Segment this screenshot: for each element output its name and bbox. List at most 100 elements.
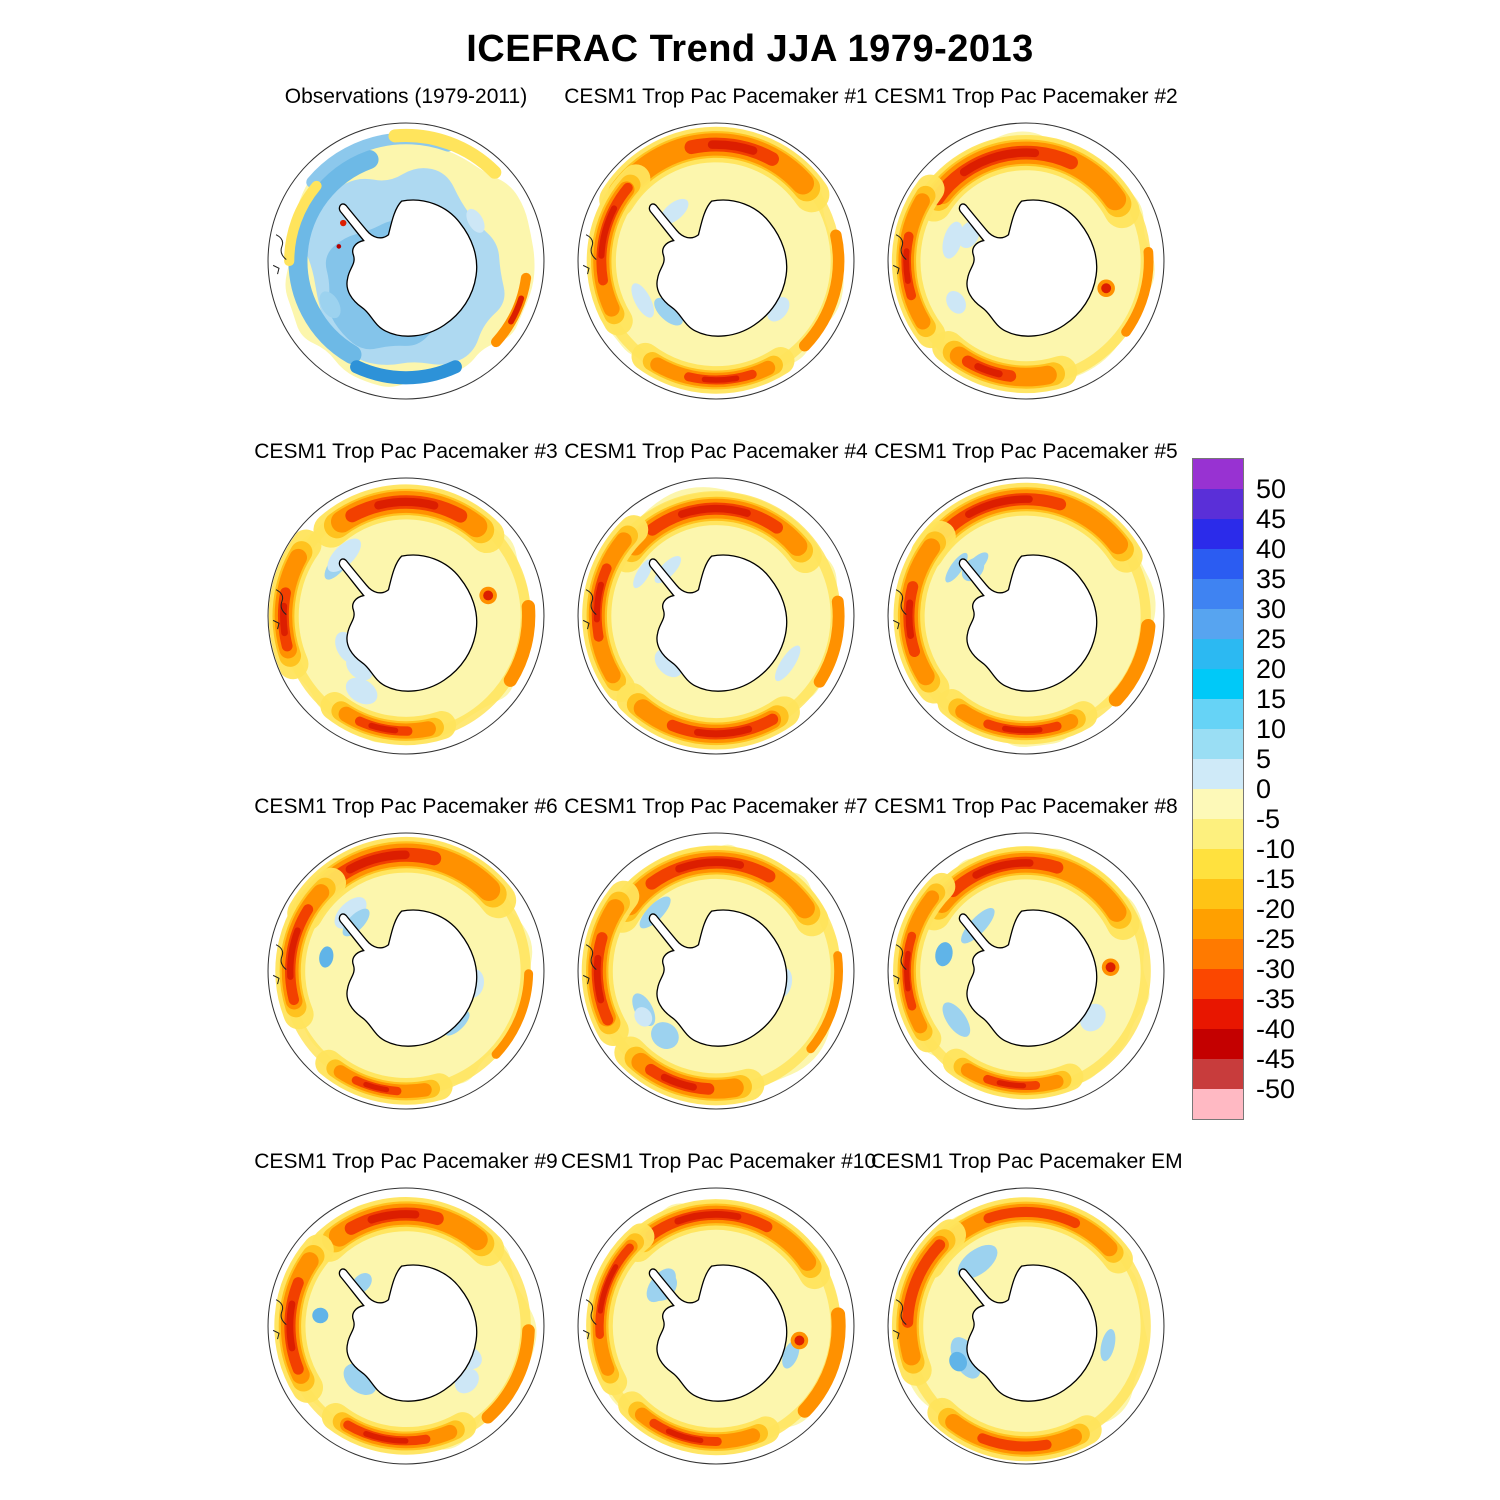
ice-trend-field xyxy=(272,128,535,387)
antarctic-map xyxy=(267,477,545,755)
panel-pacemaker-2: CESM1 Trop Pac Pacemaker #2 xyxy=(871,85,1181,407)
panel-title: CESM1 Trop Pac Pacemaker #2 xyxy=(874,85,1178,108)
panel-title: CESM1 Trop Pac Pacemaker #8 xyxy=(874,795,1178,818)
antarctica-continent xyxy=(958,1264,1098,1402)
panel-pacemaker-7: CESM1 Trop Pac Pacemaker #7 xyxy=(561,795,871,1117)
ice-trend-field xyxy=(582,1199,846,1456)
colorbar-label: 0 xyxy=(1256,774,1272,804)
ice-trend-field xyxy=(891,131,1155,394)
panel-pacemaker-3: CESM1 Trop Pac Pacemaker #3 xyxy=(251,440,561,762)
colorbar-gradient xyxy=(1192,458,1244,1120)
ice-trend-field xyxy=(891,1197,1151,1462)
colorbar-label: 35 xyxy=(1256,564,1287,594)
antarctica-continent xyxy=(958,909,1098,1047)
colorbar-label: 50 xyxy=(1256,474,1287,504)
colorbar-label: 20 xyxy=(1256,654,1287,684)
colorbar-label: 45 xyxy=(1256,504,1287,534)
antarctic-map xyxy=(267,1187,545,1465)
figure-title: ICEFRAC Trend JJA 1979-2013 xyxy=(466,28,1034,70)
antarctica-continent xyxy=(648,909,788,1047)
antarctic-map xyxy=(577,122,855,400)
colorbar-segment xyxy=(1193,1059,1243,1089)
colorbar-segment xyxy=(1193,789,1243,819)
colorbar-segment xyxy=(1193,819,1243,849)
colorbar-segment xyxy=(1193,999,1243,1029)
antarctic-map xyxy=(887,1187,1165,1465)
colorbar-segment xyxy=(1193,729,1243,759)
panel-pacemaker-8: CESM1 Trop Pac Pacemaker #8 xyxy=(871,795,1181,1117)
colorbar-segment xyxy=(1193,549,1243,579)
colorbar-label: 30 xyxy=(1256,594,1287,624)
colorbar-segment xyxy=(1193,609,1243,639)
colorbar-label: -30 xyxy=(1256,954,1296,984)
ice-trend-field xyxy=(272,836,534,1105)
colorbar-segment xyxy=(1193,849,1243,879)
panel-title: CESM1 Trop Pac Pacemaker #6 xyxy=(254,795,558,818)
colorbar-segment xyxy=(1193,519,1243,549)
colorbar-label: -5 xyxy=(1256,804,1281,834)
colorbar-label: -45 xyxy=(1256,1044,1296,1074)
ice-trend-field xyxy=(892,846,1151,1100)
colorbar-label: 10 xyxy=(1256,714,1287,744)
panel-title: CESM1 Trop Pac Pacemaker #9 xyxy=(254,1150,558,1173)
panel-title: Observations (1979-2011) xyxy=(284,85,528,108)
antarctic-map xyxy=(267,832,545,1110)
panel-title: CESM1 Trop Pac Pacemaker #3 xyxy=(254,440,558,463)
antarctica-continent xyxy=(648,554,788,692)
panel-title: CESM1 Trop Pac Pacemaker #7 xyxy=(564,795,868,818)
antarctic-map xyxy=(887,477,1165,755)
antarctica-continent xyxy=(648,199,788,337)
colorbar-label: -20 xyxy=(1256,894,1296,924)
colorbar-segment xyxy=(1193,669,1243,699)
antarctic-map xyxy=(887,832,1165,1110)
colorbar-segment xyxy=(1193,759,1243,789)
colorbar-segment xyxy=(1193,909,1243,939)
colorbar-label: 25 xyxy=(1256,624,1287,654)
ice-trend-field xyxy=(582,126,845,394)
antarctica-continent xyxy=(338,199,478,337)
antarctica-continent xyxy=(338,554,478,692)
colorbar-label: 5 xyxy=(1256,744,1272,774)
colorbar-segment xyxy=(1193,459,1243,489)
panel-pacemaker-5: CESM1 Trop Pac Pacemaker #5 xyxy=(871,440,1181,762)
panel-title: CESM1 Trop Pac Pacemaker #1 xyxy=(564,85,868,108)
colorbar-segment xyxy=(1193,699,1243,729)
ice-trend-field xyxy=(892,482,1156,748)
panel-pacemaker-1: CESM1 Trop Pac Pacemaker #1 xyxy=(561,85,871,407)
ice-trend-field xyxy=(582,487,845,750)
ice-trend-field xyxy=(581,844,843,1106)
colorbar-segment xyxy=(1193,939,1243,969)
antarctic-map xyxy=(887,122,1165,400)
panel-title: CESM1 Trop Pac Pacemaker EM xyxy=(871,1150,1183,1173)
colorbar-label: -15 xyxy=(1256,864,1296,894)
colorbar-label: -50 xyxy=(1256,1074,1296,1104)
antarctica-continent xyxy=(338,909,478,1047)
antarctic-map xyxy=(577,1187,855,1465)
antarctica-continent xyxy=(648,1264,788,1402)
colorbar-segment xyxy=(1193,1089,1243,1119)
panel-pacemaker-10: CESM1 Trop Pac Pacemaker #10 xyxy=(561,1150,877,1472)
colorbar-label: 40 xyxy=(1256,534,1287,564)
colorbar-label: -10 xyxy=(1256,834,1296,864)
antarctic-map xyxy=(267,122,545,400)
colorbar-label: -25 xyxy=(1256,924,1296,954)
ice-trend-field xyxy=(268,484,536,746)
colorbar-segment xyxy=(1193,489,1243,519)
antarctic-map xyxy=(577,832,855,1110)
antarctica-continent xyxy=(338,1264,478,1402)
colorbar-label: -35 xyxy=(1256,984,1296,1014)
ice-trend-field xyxy=(272,1197,537,1455)
panel-title: CESM1 Trop Pac Pacemaker #10 xyxy=(561,1150,877,1173)
antarctica-continent xyxy=(958,199,1098,337)
colorbar-label: -40 xyxy=(1256,1014,1296,1044)
panel-title: CESM1 Trop Pac Pacemaker #4 xyxy=(564,440,868,463)
panel-observations: Observations (1979-2011) xyxy=(251,85,561,407)
colorbar-segment xyxy=(1193,639,1243,669)
colorbar-segment xyxy=(1193,579,1243,609)
panel-pacemaker-9: CESM1 Trop Pac Pacemaker #9 xyxy=(251,1150,561,1472)
colorbar-segment xyxy=(1193,1029,1243,1059)
panel-pacemaker-em: CESM1 Trop Pac Pacemaker EM xyxy=(871,1150,1183,1472)
panel-pacemaker-6: CESM1 Trop Pac Pacemaker #6 xyxy=(251,795,561,1117)
colorbar-segment xyxy=(1193,969,1243,999)
